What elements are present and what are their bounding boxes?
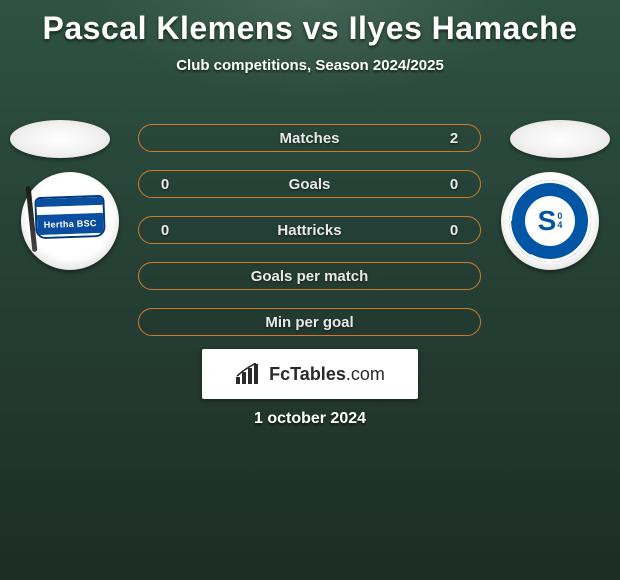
- brand-domain: .com: [346, 364, 385, 384]
- hertha-label: Hertha BSC: [44, 218, 97, 230]
- brand-name: FcTables: [269, 364, 346, 384]
- schalke-logo: S 0 4: [509, 180, 591, 262]
- stat-label: Hattricks: [177, 222, 442, 239]
- stat-left-value: 0: [153, 222, 177, 239]
- stats-table: Matches20Goals00Hattricks0Goals per matc…: [138, 124, 481, 354]
- stat-right-value: 0: [442, 222, 466, 239]
- stat-row: Matches2: [138, 124, 481, 152]
- stat-right-value: 0: [442, 176, 466, 193]
- bars-icon: [235, 363, 263, 385]
- subtitle: Club competitions, Season 2024/2025: [0, 57, 620, 74]
- club-badge-left: Hertha BSC: [21, 172, 119, 270]
- stat-left-value: 0: [153, 176, 177, 193]
- hertha-logo: Hertha BSC: [33, 190, 107, 252]
- page-title: Pascal Klemens vs Ilyes Hamache: [0, 0, 620, 47]
- stat-row: 0Goals0: [138, 170, 481, 198]
- club-badge-right: S 0 4: [501, 172, 599, 270]
- stat-label: Matches: [177, 130, 442, 147]
- date-label: 1 october 2024: [0, 410, 620, 428]
- stat-row: Min per goal: [138, 308, 481, 336]
- stat-row: 0Hattricks0: [138, 216, 481, 244]
- stat-label: Goals: [177, 176, 442, 193]
- stat-label: Goals per match: [177, 268, 442, 285]
- player-photo-right: [510, 120, 610, 158]
- stat-label: Min per goal: [177, 314, 442, 331]
- player-photo-left: [10, 120, 110, 158]
- stat-right-value: 2: [442, 130, 466, 147]
- brand-box: FcTables.com: [202, 349, 418, 399]
- stat-row: Goals per match: [138, 262, 481, 290]
